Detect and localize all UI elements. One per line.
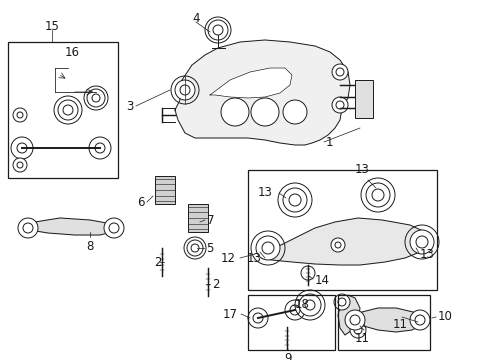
Text: 9: 9 xyxy=(284,352,291,360)
Circle shape xyxy=(414,315,424,325)
Circle shape xyxy=(18,218,38,238)
Circle shape xyxy=(221,98,248,126)
Circle shape xyxy=(180,85,190,95)
Circle shape xyxy=(331,97,347,113)
Circle shape xyxy=(95,143,105,153)
Circle shape xyxy=(11,137,33,159)
Text: 12: 12 xyxy=(221,252,236,265)
Text: 13: 13 xyxy=(354,163,368,176)
Circle shape xyxy=(247,308,267,328)
Circle shape xyxy=(87,89,105,107)
Circle shape xyxy=(285,300,305,320)
Text: 11: 11 xyxy=(392,318,407,331)
Polygon shape xyxy=(349,308,422,332)
Circle shape xyxy=(17,112,23,118)
Text: 14: 14 xyxy=(314,274,329,287)
Circle shape xyxy=(252,313,263,323)
Circle shape xyxy=(409,310,429,330)
Circle shape xyxy=(353,326,361,334)
Circle shape xyxy=(409,230,433,254)
Circle shape xyxy=(331,64,347,80)
Text: 8: 8 xyxy=(86,240,94,253)
Circle shape xyxy=(17,162,23,168)
Circle shape xyxy=(186,240,203,256)
Circle shape xyxy=(371,189,383,201)
Bar xyxy=(8,42,118,178)
Text: 2: 2 xyxy=(212,278,219,291)
Bar xyxy=(247,170,436,290)
Circle shape xyxy=(415,236,427,248)
Text: 1: 1 xyxy=(325,135,333,148)
Circle shape xyxy=(335,101,343,109)
Circle shape xyxy=(175,80,195,100)
Circle shape xyxy=(288,194,301,206)
Circle shape xyxy=(262,242,273,254)
Polygon shape xyxy=(175,40,349,145)
Bar xyxy=(247,295,334,350)
Text: 2: 2 xyxy=(154,256,162,269)
Bar xyxy=(155,176,175,204)
Circle shape xyxy=(298,294,320,316)
Circle shape xyxy=(250,98,279,126)
Circle shape xyxy=(58,100,78,120)
Circle shape xyxy=(89,137,111,159)
Circle shape xyxy=(305,300,314,310)
Circle shape xyxy=(345,310,364,330)
Bar xyxy=(354,80,372,118)
Text: 11: 11 xyxy=(354,332,369,345)
Text: 6: 6 xyxy=(137,195,145,208)
Text: 13: 13 xyxy=(246,252,262,265)
Circle shape xyxy=(333,294,349,310)
Circle shape xyxy=(283,188,306,212)
Text: 3: 3 xyxy=(126,99,134,112)
Text: 16: 16 xyxy=(64,45,80,58)
Circle shape xyxy=(13,158,27,172)
Bar xyxy=(337,295,429,350)
Polygon shape xyxy=(209,68,291,98)
Circle shape xyxy=(63,105,73,115)
Text: 17: 17 xyxy=(223,307,238,320)
Circle shape xyxy=(337,298,346,306)
Text: 13: 13 xyxy=(419,248,434,261)
Circle shape xyxy=(256,236,280,260)
Circle shape xyxy=(23,223,33,233)
Circle shape xyxy=(13,108,27,122)
Text: 5: 5 xyxy=(205,242,213,255)
Circle shape xyxy=(349,315,359,325)
Text: 7: 7 xyxy=(206,213,214,226)
Circle shape xyxy=(365,183,389,207)
Text: 15: 15 xyxy=(44,19,60,32)
Circle shape xyxy=(92,94,100,102)
Circle shape xyxy=(191,244,199,252)
Circle shape xyxy=(334,242,340,248)
Circle shape xyxy=(330,238,345,252)
Text: 4: 4 xyxy=(192,12,199,24)
Bar xyxy=(187,204,207,232)
Circle shape xyxy=(283,100,306,124)
Text: 10: 10 xyxy=(437,310,452,323)
Polygon shape xyxy=(262,218,427,265)
Circle shape xyxy=(213,25,223,35)
Circle shape xyxy=(17,143,27,153)
Circle shape xyxy=(349,322,365,338)
Polygon shape xyxy=(337,295,359,335)
Circle shape xyxy=(289,305,299,315)
Text: 18: 18 xyxy=(294,298,309,311)
Circle shape xyxy=(104,218,124,238)
Circle shape xyxy=(207,20,227,40)
Polygon shape xyxy=(22,218,120,235)
Circle shape xyxy=(335,68,343,76)
Circle shape xyxy=(109,223,119,233)
Text: 13: 13 xyxy=(258,185,272,198)
